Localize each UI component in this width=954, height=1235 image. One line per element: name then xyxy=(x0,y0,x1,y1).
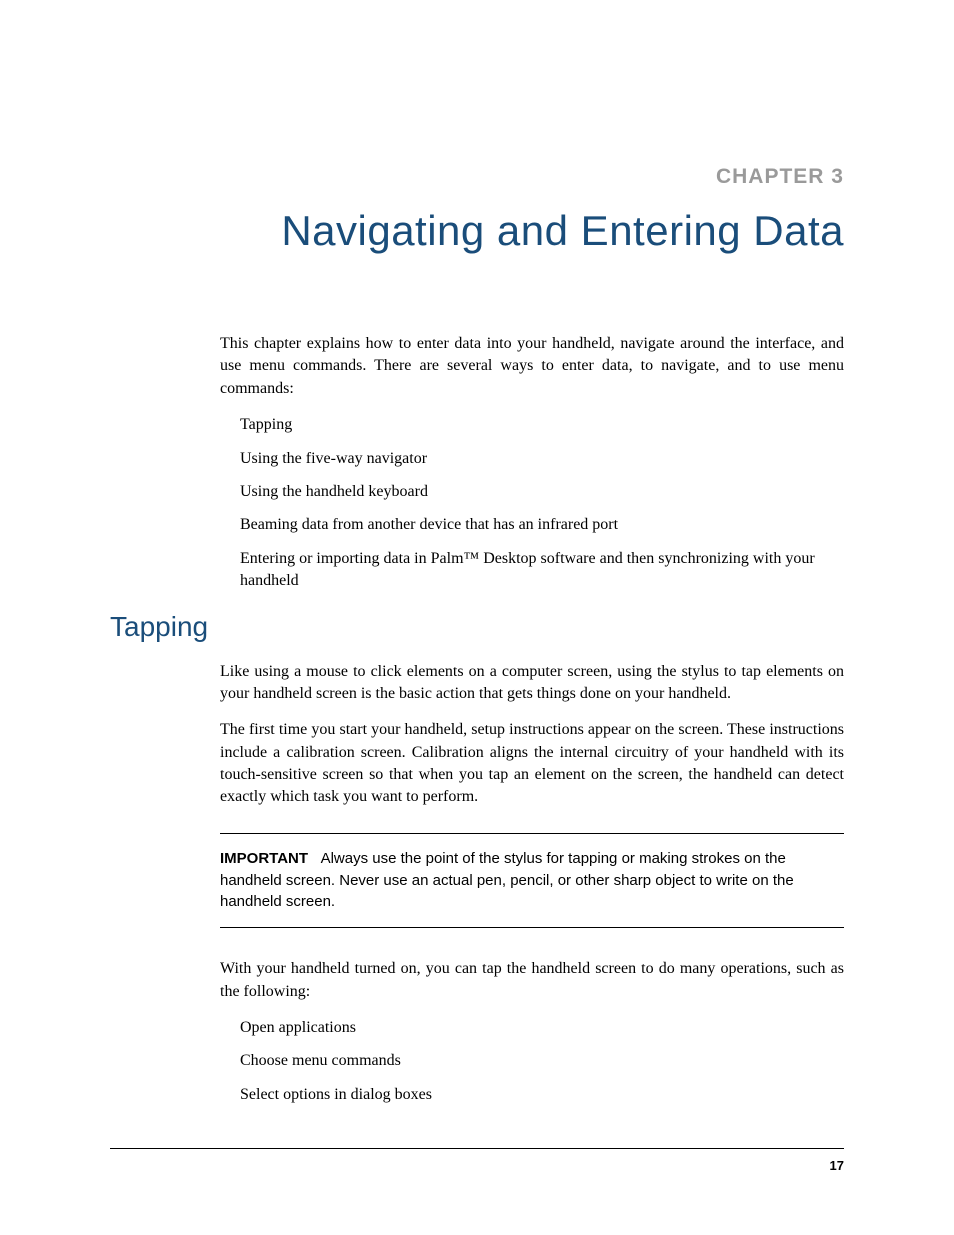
operations-list: Open applications Choose menu commands S… xyxy=(240,1017,844,1106)
intro-list: Tapping Using the five-way navigator Usi… xyxy=(240,414,844,592)
chapter-label: CHAPTER 3 xyxy=(110,165,844,189)
body-paragraph: With your handheld turned on, you can ta… xyxy=(220,958,844,1003)
list-item: Open applications xyxy=(240,1017,844,1039)
intro-paragraph: This chapter explains how to enter data … xyxy=(220,333,844,400)
section-heading-tapping: Tapping xyxy=(110,611,844,643)
important-callout: IMPORTANT Always use the point of the st… xyxy=(220,833,844,928)
list-item: Select options in dialog boxes xyxy=(240,1084,844,1106)
document-page: CHAPTER 3 Navigating and Entering Data T… xyxy=(0,0,954,1235)
list-item: Beaming data from another device that ha… xyxy=(240,514,844,536)
body-paragraph: The first time you start your handheld, … xyxy=(220,719,844,809)
chapter-title: Navigating and Entering Data xyxy=(110,207,844,255)
list-item: Using the five-way navigator xyxy=(240,448,844,470)
important-label: IMPORTANT xyxy=(220,850,308,867)
body-paragraph: Like using a mouse to click elements on … xyxy=(220,661,844,706)
list-item: Using the handheld keyboard xyxy=(240,481,844,503)
list-item: Entering or importing data in Palm™ Desk… xyxy=(240,548,844,593)
list-item: Tapping xyxy=(240,414,844,436)
list-item: Choose menu commands xyxy=(240,1050,844,1072)
page-footer: 17 xyxy=(110,1148,844,1175)
page-number: 17 xyxy=(830,1158,844,1173)
